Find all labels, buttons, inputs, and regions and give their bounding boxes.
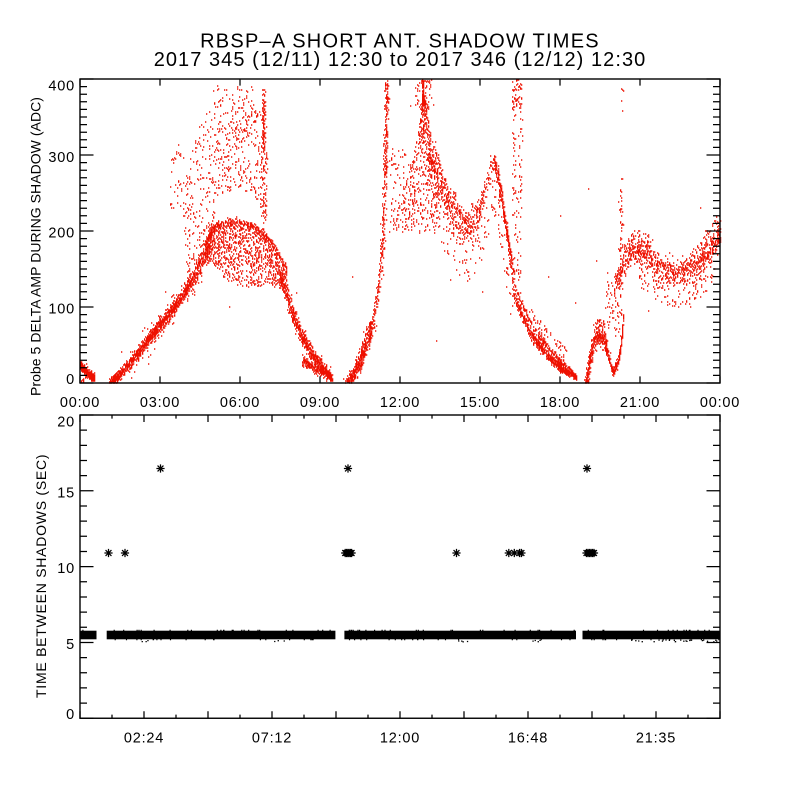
svg-text:21:35: 21:35 [636,731,676,747]
svg-text:00:00: 00:00 [700,395,740,411]
svg-text:15: 15 [57,486,75,502]
svg-text:06:00: 06:00 [220,395,260,411]
svg-text:300: 300 [48,150,75,166]
svg-text:09:00: 09:00 [300,395,340,411]
svg-text:20: 20 [57,415,75,431]
svg-text:12:00: 12:00 [380,731,420,747]
svg-text:5: 5 [66,637,75,653]
svg-text:200: 200 [48,226,75,242]
svg-text:00:00: 00:00 [60,395,100,411]
svg-text:Probe 5 DELTA AMP DURING SHADO: Probe 5 DELTA AMP DURING SHADOW (ADC) [28,97,44,396]
svg-text:02:24: 02:24 [124,731,164,747]
svg-text:12:00: 12:00 [380,395,420,411]
svg-text:07:12: 07:12 [252,731,292,747]
svg-text:03:00: 03:00 [140,395,180,411]
svg-text:21:00: 21:00 [620,395,660,411]
svg-text:0: 0 [66,372,75,388]
svg-text:2017 345 (12/11) 12:30 to 2017: 2017 345 (12/11) 12:30 to 2017 346 (12/1… [154,49,647,71]
svg-text:10: 10 [57,561,75,577]
svg-text:400: 400 [48,79,75,95]
svg-text:TIME BETWEEN SHADOWS (SEC): TIME BETWEEN SHADOWS (SEC) [33,454,49,698]
svg-text:100: 100 [48,301,75,317]
svg-text:RBSP–A SHORT ANT. SHADOW TIMES: RBSP–A SHORT ANT. SHADOW TIMES [200,31,600,53]
svg-text:0: 0 [66,707,75,723]
svg-text:18:00: 18:00 [540,395,580,411]
svg-text:16:48: 16:48 [508,731,548,747]
svg-text:15:00: 15:00 [460,395,500,411]
